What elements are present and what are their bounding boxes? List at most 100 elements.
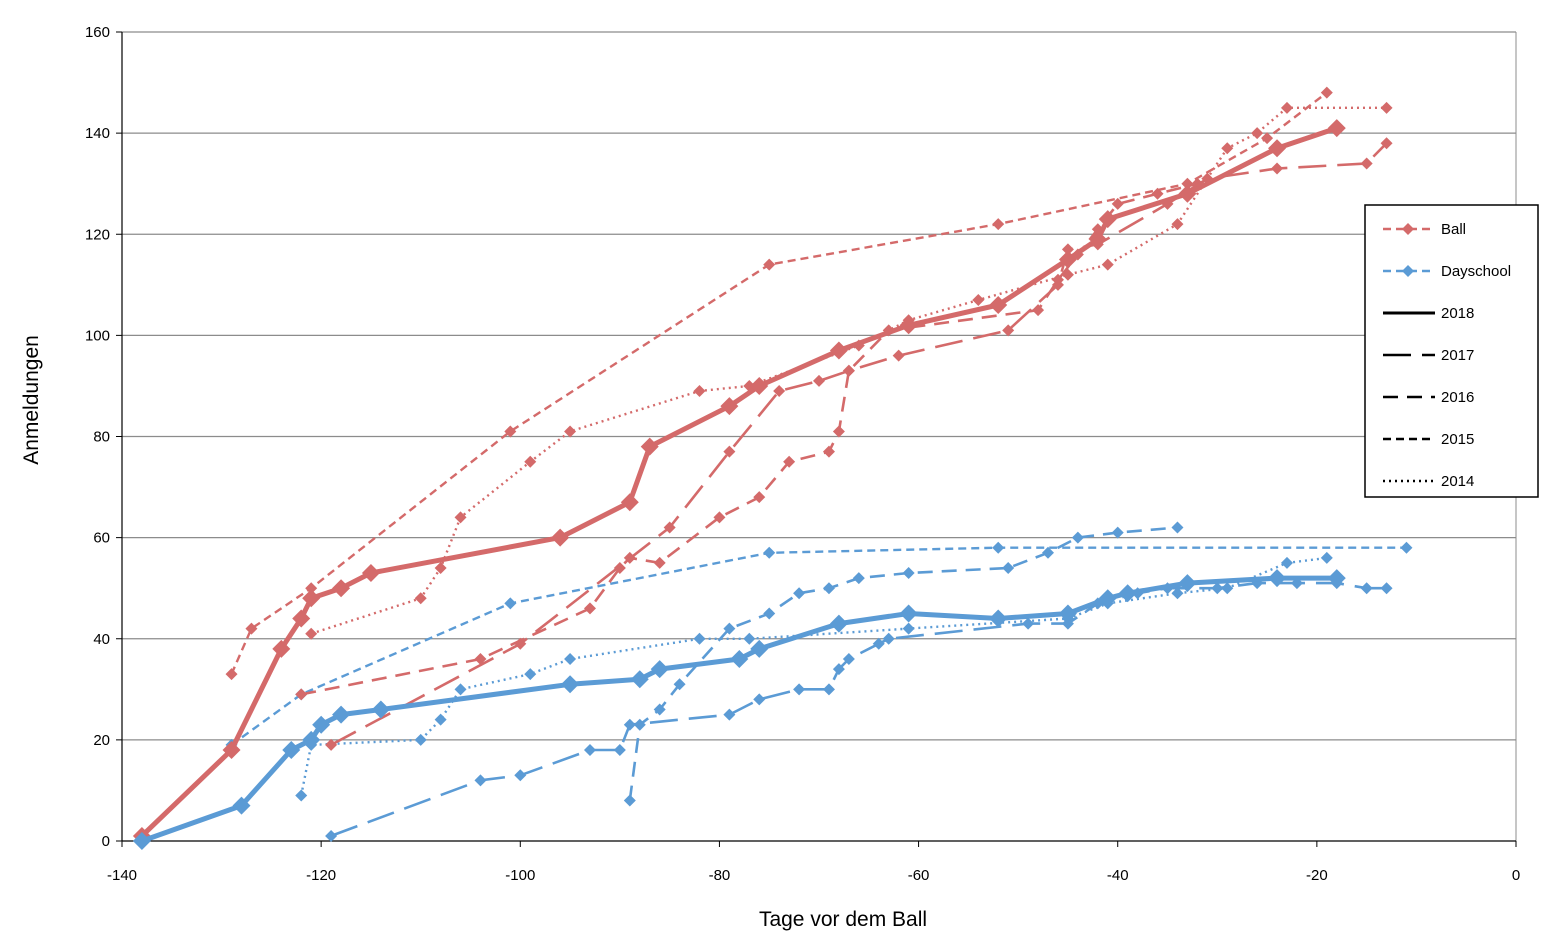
x-axis-title: Tage vor dem Ball	[759, 908, 927, 931]
data-point	[693, 384, 706, 397]
data-point	[295, 688, 308, 701]
series-group	[132, 86, 1413, 850]
y-tick-label: 20	[93, 732, 110, 749]
legend-box	[1364, 204, 1539, 498]
y-tick-label: 120	[85, 226, 110, 243]
legend-item-2016: 2016	[1383, 389, 1474, 406]
data-point	[1400, 541, 1413, 554]
data-point	[1271, 162, 1284, 175]
y-tick-label: 0	[102, 833, 110, 850]
data-point	[842, 364, 855, 377]
data-point	[474, 774, 487, 787]
data-point	[650, 660, 669, 679]
data-point	[1268, 139, 1287, 158]
series-ball-2018	[132, 119, 1346, 845]
y-tick-label: 140	[85, 125, 110, 142]
data-point	[723, 708, 736, 721]
legend-item-2017: 2017	[1383, 347, 1474, 364]
data-point	[514, 637, 527, 650]
data-point	[1380, 582, 1393, 595]
data-point	[763, 607, 776, 620]
data-point	[1088, 230, 1107, 249]
data-point	[633, 718, 646, 731]
data-point	[1221, 142, 1234, 155]
data-point	[813, 374, 825, 387]
data-point	[1251, 127, 1264, 140]
data-point	[272, 639, 291, 658]
data-point	[325, 829, 338, 842]
data-point	[1211, 582, 1224, 595]
series-ball-2017	[325, 137, 1393, 751]
data-point	[1022, 617, 1035, 630]
legend-label: 2018	[1441, 305, 1474, 322]
data-point	[454, 683, 467, 696]
series-dayschool-2017	[325, 577, 1393, 842]
series-ball-2015	[225, 86, 1333, 681]
data-point	[1051, 278, 1064, 291]
data-point	[564, 425, 577, 438]
gridlines	[122, 31, 1517, 841]
data-point	[504, 425, 517, 438]
y-tick-label: 60	[93, 530, 110, 547]
data-point	[673, 678, 686, 691]
data-point	[1061, 617, 1074, 630]
data-point	[332, 579, 351, 598]
data-point	[902, 567, 915, 580]
x-tick-label: -100	[505, 867, 535, 884]
legend-item-2018: 2018	[1383, 305, 1474, 322]
series-dayschool-2015	[225, 541, 1413, 751]
data-point	[1061, 243, 1074, 256]
data-point	[832, 663, 845, 676]
data-point	[630, 670, 649, 689]
data-point	[1280, 556, 1293, 569]
data-point	[613, 743, 626, 756]
legend-label: 2017	[1441, 347, 1474, 364]
x-tick-label: -80	[709, 867, 731, 884]
series-dayschool-2018	[132, 569, 1346, 850]
data-point	[613, 561, 626, 574]
data-point	[822, 445, 835, 458]
data-point	[653, 556, 666, 569]
data-point	[750, 376, 769, 395]
data-point	[434, 713, 447, 726]
axes	[116, 31, 1517, 847]
data-point	[232, 796, 251, 815]
data-point	[623, 794, 636, 807]
data-point	[753, 693, 766, 706]
data-point	[222, 740, 241, 759]
data-point	[1118, 584, 1137, 603]
series-line	[300, 556, 1327, 796]
data-point	[872, 637, 885, 650]
y-tick-label: 40	[93, 631, 110, 648]
data-point	[1360, 157, 1373, 170]
data-point	[992, 541, 1005, 554]
data-point	[822, 683, 835, 696]
y-axis-title: Anmeldungen	[20, 335, 43, 465]
data-point	[1327, 119, 1346, 138]
legend-label: 2015	[1441, 431, 1474, 448]
data-point	[899, 604, 918, 623]
data-point	[902, 622, 915, 635]
data-point	[723, 445, 736, 458]
data-point	[753, 491, 766, 504]
data-point	[561, 675, 580, 694]
data-point	[989, 609, 1008, 628]
data-point	[1002, 324, 1015, 337]
data-point	[620, 493, 639, 512]
data-point	[295, 789, 308, 802]
data-point	[822, 582, 835, 595]
data-point	[723, 622, 736, 635]
data-point	[1058, 604, 1077, 623]
data-point	[1071, 531, 1084, 544]
legend-item-2014: 2014	[1383, 473, 1474, 490]
data-point	[892, 349, 905, 362]
data-point	[414, 592, 427, 605]
data-point	[325, 738, 338, 751]
legend-label: Ball	[1441, 221, 1466, 238]
data-point	[793, 683, 806, 696]
data-point	[763, 258, 776, 271]
series-line	[230, 546, 1407, 746]
data-point	[640, 437, 659, 456]
x-tick-label: -140	[107, 867, 137, 884]
